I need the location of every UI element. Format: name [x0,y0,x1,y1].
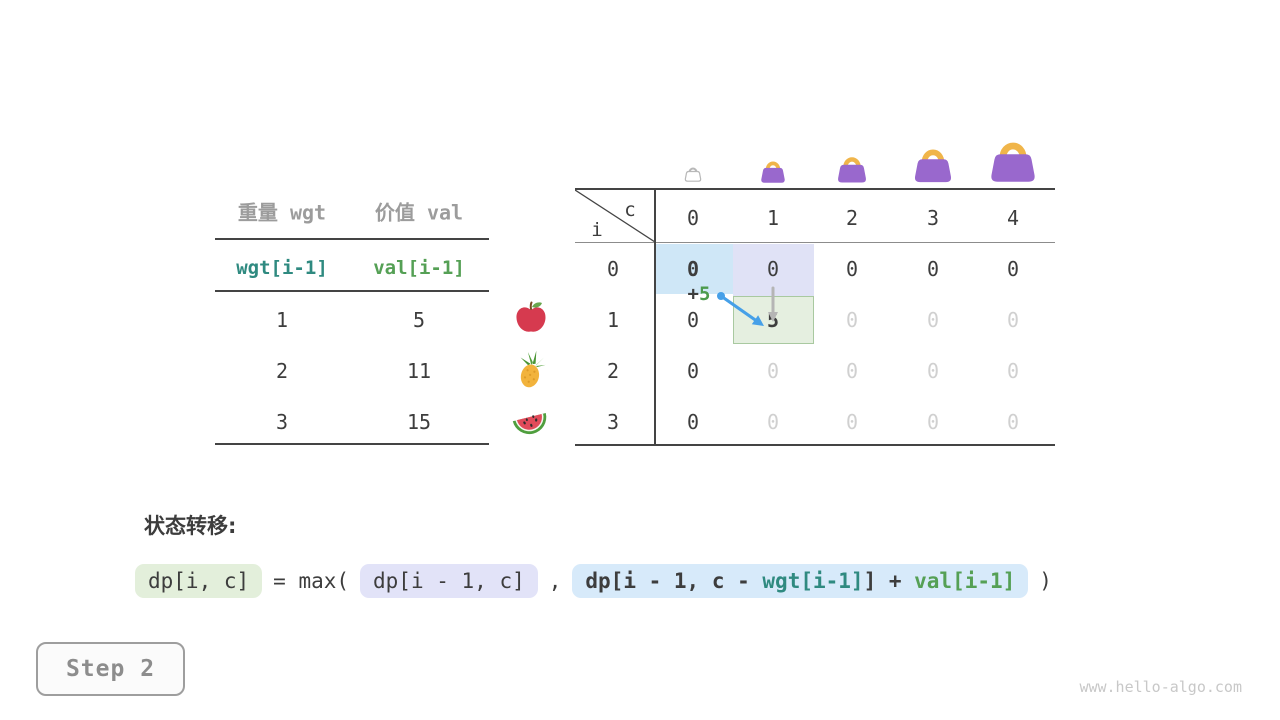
dp-col-header-3: 3 [926,206,940,230]
dp-col-header-2: 2 [845,206,859,230]
dp-cell-2-3: 0 [926,359,940,383]
dp-cell-3-3: 0 [926,410,940,434]
pineapple-icon [520,350,546,388]
item-wgt-3: 3 [275,410,289,434]
blue-transition-arrow [717,292,764,326]
dp-cell-1-0: 0 [686,308,700,332]
item-table-wgt-subheader: wgt[i-1] [236,257,328,279]
item-table-bottom-border [215,443,489,445]
dp-corner-col-var: c [624,199,636,221]
dp-row-header-3: 3 [606,410,620,434]
item-table-weight-header: 重量 wgt [237,200,327,225]
item-val-2: 11 [406,359,432,383]
dp-cell-3-0: 0 [686,410,700,434]
dp-table-bottom-border [575,444,1055,446]
item-val-1: 5 [412,308,426,332]
formula-arg2-box: dp[i - 1, c - wgt[i-1]] + val[i-1] [572,564,1029,598]
dp-table-top-border [575,188,1055,190]
dp-cell-0-4: 0 [1006,257,1020,281]
item-wgt-2: 2 [275,359,289,383]
dp-table-vertical-border [654,189,656,445]
formula-lhs-box: dp[i, c] [135,564,263,598]
transition-arrows [717,286,778,326]
dp-col-header-1: 1 [766,206,780,230]
dp-cell-0-1: 0 [766,257,780,281]
annotation-value: 5 [699,283,711,305]
formula-close-paren: ) [1039,569,1052,593]
dp-row-header-0: 0 [606,257,620,281]
dp-corner-diagonal [575,190,655,242]
dp-row-header-2: 2 [606,359,620,383]
item-wgt-1: 1 [275,308,289,332]
formula-arg2-part1: dp[i - 1, c - [585,569,763,593]
dp-corner-row-var: i [591,219,603,241]
dp-cell-2-2: 0 [845,359,859,383]
dp-cell-0-0: 0 [686,257,700,281]
dp-cell-highlight-current-row0c0 [655,244,733,294]
formula-arg1-box: dp[i - 1, c] [360,564,538,598]
state-transition-formula: dp[i, c] = max( dp[i - 1, c] , dp[i - 1,… [135,564,1052,598]
formula-arg2-wgt: wgt[i-1] [762,569,864,593]
watermark-url: www.hello-algo.com [1079,678,1242,696]
dp-cell-2-1: 0 [766,359,780,383]
bag-capacity-4 [991,142,1035,182]
gray-copy-arrow [768,286,778,322]
dp-cell-3-1: 0 [766,410,780,434]
bag-capacity-0 [684,167,702,182]
dp-table-header-border [575,242,1055,243]
dp-row-header-1: 1 [606,308,620,332]
dp-cell-3-4: 0 [1006,410,1020,434]
watermelon-icon [512,412,547,435]
bag-capacity-1 [761,161,785,183]
dp-cell-1-2: 0 [845,308,859,332]
item-table-subheader-border [215,290,489,292]
dp-cell-1-3: 0 [926,308,940,332]
dp-col-header-4: 4 [1006,206,1020,230]
dp-cell-3-2: 0 [845,410,859,434]
item-table-value-header: 价值 val [374,200,464,225]
formula-arg2-part3: ] + [863,569,915,593]
item-table-val-subheader: val[i-1] [373,257,465,279]
item-val-3: 15 [406,410,432,434]
state-transition-label: 状态转移: [144,514,237,538]
formula-equals-max: = max( [273,569,350,593]
step-button[interactable]: Step 2 [36,642,185,696]
dp-cell-1-4: 0 [1006,308,1020,332]
formula-comma: , [548,569,562,593]
apple-icon [516,301,546,332]
dp-cell-0-3: 0 [926,257,940,281]
dp-cell-2-4: 0 [1006,359,1020,383]
formula-arg2-val: val[i-1] [914,569,1016,593]
annotation-plus-sign: + [687,283,699,305]
item-table-top-border [215,238,489,240]
bag-capacity-2 [838,157,866,183]
transition-annotation: +5 [688,283,711,305]
dp-cell-0-2: 0 [845,257,859,281]
dp-cell-2-0: 0 [686,359,700,383]
bag-capacity-3 [914,149,952,183]
dp-col-header-0: 0 [686,206,700,230]
